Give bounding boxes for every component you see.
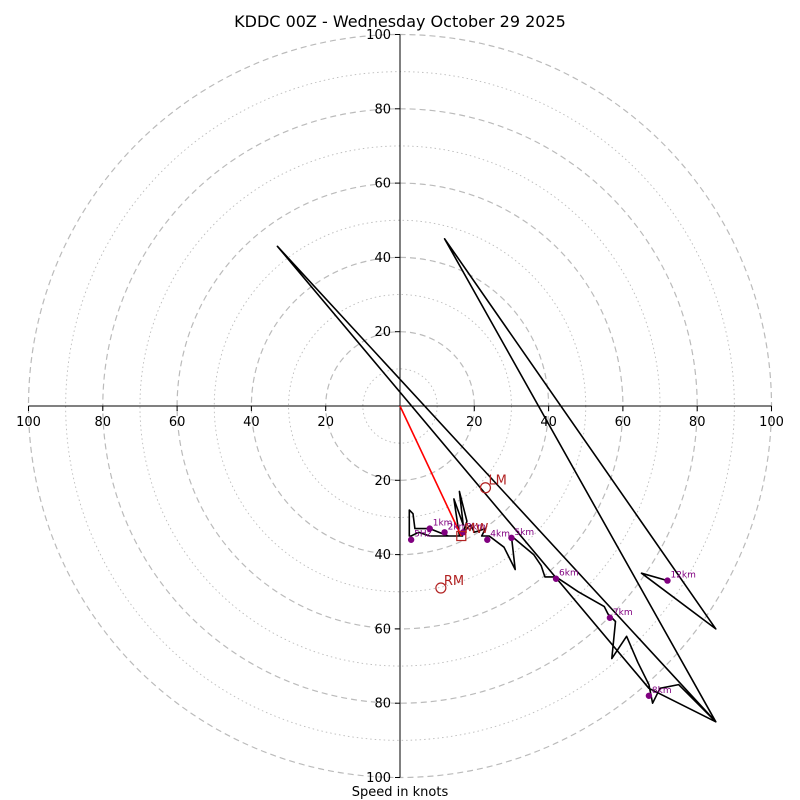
- y-tick-label: 60: [374, 622, 391, 637]
- height-marker-label: 2km: [448, 522, 468, 532]
- height-marker-dot: [441, 529, 448, 536]
- storm-motion-circle: [435, 582, 447, 594]
- storm-motion-label: RM: [444, 574, 464, 589]
- height-marker-dot: [459, 529, 467, 536]
- height-marker-dot: [484, 536, 491, 543]
- y-tick-label: 20: [374, 474, 391, 489]
- y-tick-label: 100: [366, 28, 391, 43]
- y-tick-label: 20: [374, 325, 391, 340]
- height-marker-label: 8km: [652, 686, 672, 696]
- height-marker-label: 3km: [466, 522, 486, 532]
- height-marker-label: 12km: [670, 571, 695, 581]
- height-marker-label: 5Hz: [414, 530, 431, 540]
- y-tick-label: 80: [374, 102, 391, 117]
- height-marker-label: 4km: [490, 530, 510, 540]
- height-marker-dot: [426, 525, 433, 532]
- y-tick-label: 80: [374, 697, 391, 712]
- height-marker-dot: [552, 575, 560, 582]
- storm-motion-markers: LM RM MW: [435, 474, 507, 594]
- x-axis-label: Speed in knots: [352, 785, 449, 800]
- height-marker-dot: [664, 577, 671, 584]
- x-tick-label: 100: [16, 415, 41, 430]
- height-marker-dot: [407, 536, 415, 543]
- y-tick-label: 100: [366, 771, 391, 786]
- height-marker-label: 6km: [559, 569, 579, 579]
- height-marker-label: 7km: [613, 608, 633, 618]
- mean-wind-square: [456, 530, 467, 542]
- height-marker-dot: [606, 614, 614, 621]
- y-tick-label: 60: [374, 177, 391, 192]
- x-tick-label: 80: [95, 415, 112, 430]
- storm-motion-label: LM: [488, 474, 506, 489]
- height-marker-dot: [645, 692, 653, 699]
- x-tick-label: 60: [169, 415, 186, 430]
- height-marker-label: 1km: [433, 519, 453, 529]
- y-tick-label: 40: [374, 251, 391, 266]
- height-marker-label: 5km: [514, 528, 534, 538]
- x-tick-label: 100: [759, 415, 784, 430]
- mean-wind-label: MW: [464, 522, 488, 537]
- x-tick-label: 80: [689, 415, 706, 430]
- storm-motion-vector: [399, 405, 463, 537]
- y-tick-label: 40: [374, 548, 391, 563]
- x-tick-label: 20: [317, 415, 334, 430]
- x-tick-label: 40: [243, 415, 260, 430]
- chart-title: KDDC 00Z - Wednesday October 29 2025: [234, 12, 566, 31]
- x-tick-label: 20: [466, 415, 483, 430]
- height-marker-dot: [508, 534, 515, 542]
- storm-motion-vector-group: [399, 405, 463, 537]
- x-tick-label: 60: [615, 415, 632, 430]
- storm-motion-circle: [479, 482, 492, 494]
